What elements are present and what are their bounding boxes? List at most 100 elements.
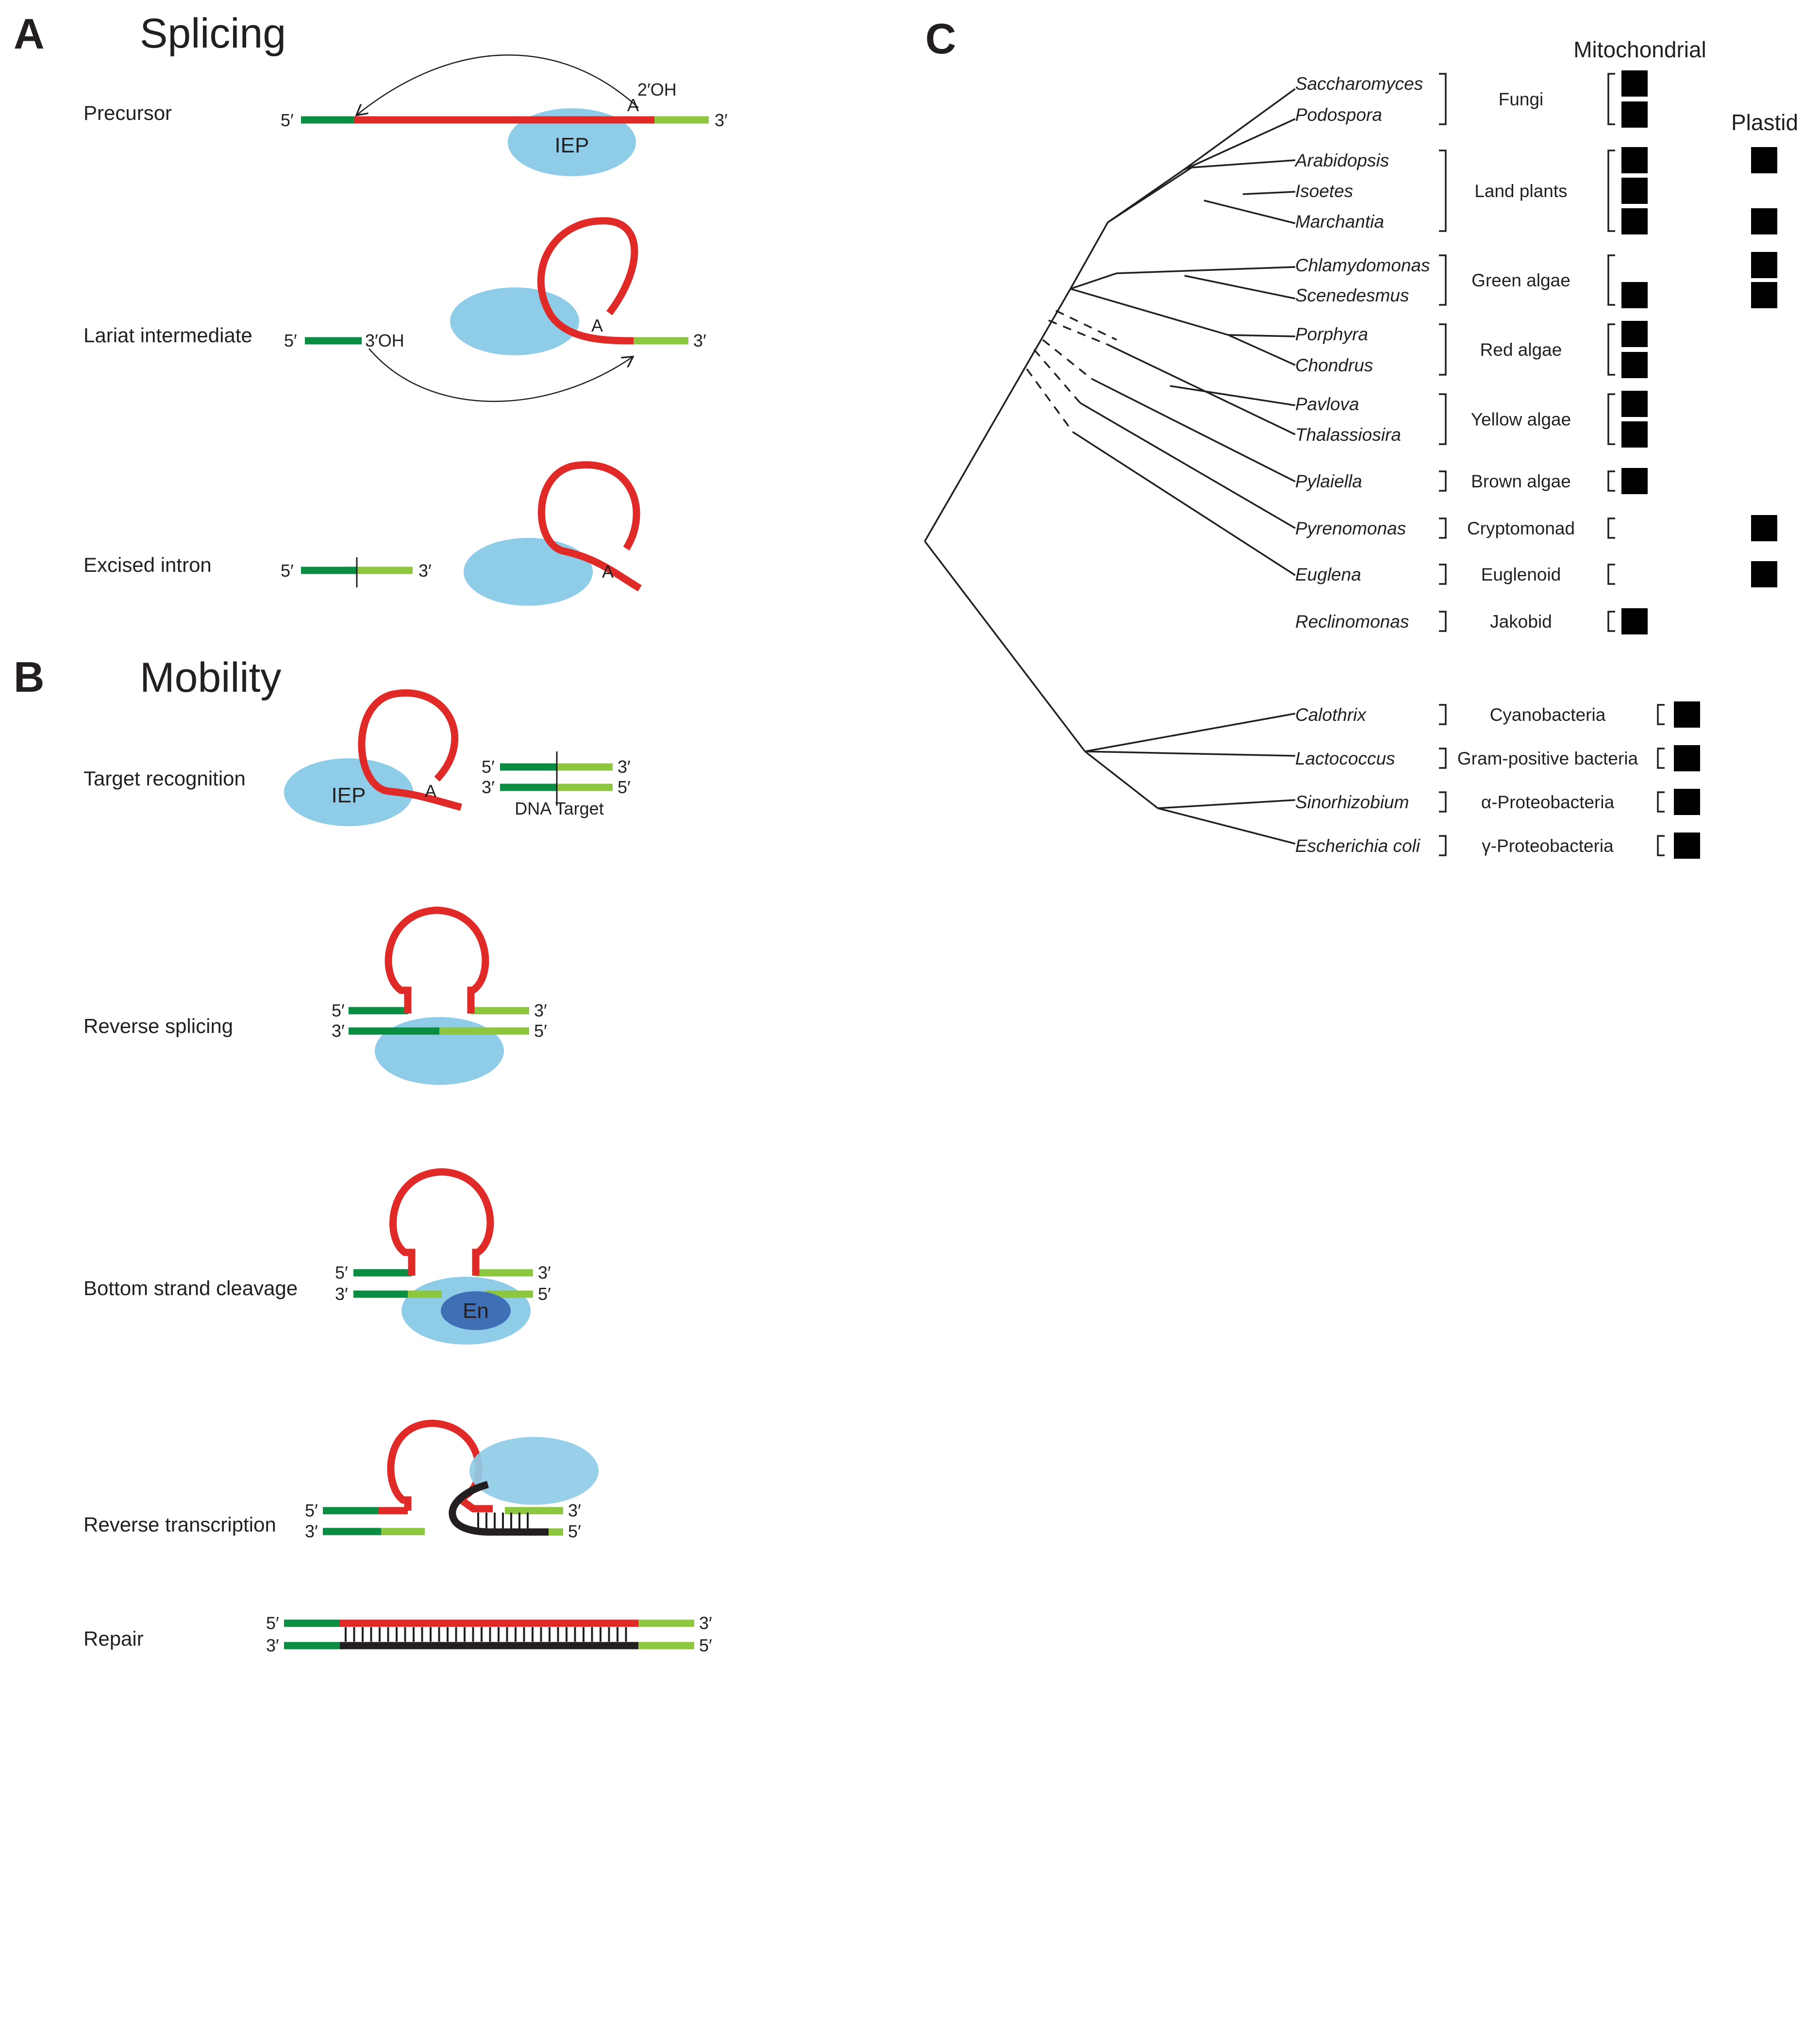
- lariat-adenosine: A: [591, 316, 603, 335]
- rs-top-left: 5′: [332, 1000, 345, 1020]
- repair-top-left: 5′: [266, 1613, 279, 1633]
- cl-intron: [389, 1168, 494, 1276]
- rs-bottom-right: 5′: [534, 1021, 547, 1041]
- group-bracket-right: [1607, 323, 1615, 376]
- cl-bottom-right: 5′: [538, 1284, 551, 1304]
- target-recognition-step: Target recognition IEP A 5′ 3′ 3′ 5′ DNA…: [83, 689, 631, 826]
- target-top-left: 5′: [482, 757, 495, 777]
- group-label: Land plants: [1474, 181, 1567, 201]
- cleavage-step: Bottom strand cleavage En 5′ 3′ 3′ 5′: [83, 1168, 551, 1345]
- precursor-label: Precursor: [83, 101, 172, 124]
- target-iep: [284, 758, 413, 826]
- group-label: Cryptomonad: [1467, 518, 1575, 538]
- mito-marker: [1621, 70, 1648, 97]
- bacteria-marker: [1674, 745, 1700, 771]
- phylogenetic-tree: [924, 88, 1296, 845]
- target-top-right: 3′: [618, 757, 631, 777]
- reverse-splicing-label: Reverse splicing: [83, 1015, 233, 1037]
- mito-marker: [1621, 468, 1648, 494]
- repair-bottom-right: 5′: [699, 1635, 712, 1655]
- group-label: Red algae: [1480, 340, 1562, 360]
- rt-step: Reverse transcription 5′ 3′ 3′ 5′: [83, 1419, 599, 1541]
- excised-lariat: [538, 461, 642, 592]
- group-label: Yellow algae: [1471, 410, 1571, 430]
- precursor-3prime: 3′: [715, 110, 728, 130]
- rt-iep: [469, 1437, 599, 1505]
- lariat-step: Lariat intermediate 5′ 3′OH A 3′: [83, 217, 706, 402]
- second-step-arrow: [368, 348, 632, 402]
- cdna-strand: [449, 1481, 549, 1536]
- group-bracket-right: [1607, 73, 1615, 125]
- lariat-5prime: 5′: [284, 331, 297, 350]
- group-labels: Fungi Land plants Green algae Red algae Yell…: [1439, 73, 1665, 856]
- rs-iep: [375, 1017, 504, 1085]
- group-bracket-right: [1607, 470, 1615, 492]
- species-labels: Saccharomyces Podospora Arabidopsis Isoetes…: [1294, 74, 1430, 856]
- mito-marker: [1621, 321, 1648, 347]
- mito-marker: [1621, 391, 1648, 417]
- nucleophilic-attack-arrow: [357, 54, 639, 115]
- panel-c: C Mitochondrial Plastid: [924, 15, 1798, 859]
- group-bracket-left: [1439, 564, 1447, 585]
- precursor-step: Precursor IEP 5′ 3′ A 2′OH: [83, 54, 728, 176]
- panel-a-title: Splicing: [140, 10, 286, 57]
- excised-5prime: 5′: [281, 561, 294, 581]
- mito-marker: [1621, 282, 1648, 308]
- rt-bottom-left: 3′: [305, 1521, 318, 1541]
- species-arabidopsis: Arabidopsis: [1294, 150, 1389, 170]
- group-bracket-right: [1657, 835, 1665, 856]
- repair-step: Repair 5′ 3′ 3′ 5′: [83, 1613, 712, 1655]
- mito-marker: [1621, 208, 1648, 234]
- excised-label: Excised intron: [83, 553, 212, 576]
- species-reclinomonas: Reclinomonas: [1295, 612, 1409, 632]
- species-pyrenomonas: Pyrenomonas: [1295, 518, 1406, 538]
- reverse-splicing-step: Reverse splicing 5′ 3′ 3′ 5′: [83, 906, 547, 1085]
- cleavage-label: Bottom strand cleavage: [83, 1277, 298, 1299]
- repair-top-right: 3′: [699, 1613, 712, 1633]
- panel-c-letter: C: [925, 15, 956, 63]
- cl-top-right: 3′: [538, 1263, 551, 1282]
- bacteria-marker: [1674, 833, 1700, 859]
- species-podospora: Podospora: [1295, 105, 1382, 125]
- repair-bottom-left: 3′: [266, 1635, 279, 1655]
- species-escherichia-coli: Escherichia coli: [1295, 836, 1421, 856]
- rt-base-pairs: [477, 1513, 529, 1529]
- species-porphyra: Porphyra: [1295, 324, 1368, 344]
- group-label: Jakobid: [1490, 612, 1552, 632]
- species-pylaiella: Pylaiella: [1295, 471, 1362, 491]
- group-label: Gram-positive bacteria: [1457, 749, 1638, 768]
- excised-adenosine: A: [602, 562, 614, 582]
- target-bottom-left: 3′: [482, 777, 495, 797]
- group-bracket-right: [1607, 611, 1615, 632]
- group-bracket-right: [1607, 517, 1615, 539]
- target-adenosine: A: [425, 781, 436, 801]
- group-label: Cyanobacteria: [1490, 705, 1606, 725]
- group-bracket-left: [1439, 323, 1447, 376]
- group-bracket-right: [1607, 150, 1615, 232]
- rt-label: Reverse transcription: [83, 1513, 276, 1536]
- group-bracket-left: [1439, 704, 1447, 725]
- mito-header: Mitochondrial: [1573, 37, 1706, 62]
- group-bracket-left: [1439, 150, 1447, 232]
- excised-3prime: 3′: [418, 561, 432, 581]
- group-label: Green algae: [1471, 270, 1570, 290]
- mito-marker: [1621, 352, 1648, 378]
- plastid-marker: [1751, 561, 1777, 587]
- lariat-label: Lariat intermediate: [83, 324, 252, 347]
- precursor-5prime: 5′: [281, 110, 294, 130]
- group-bracket-right: [1657, 791, 1665, 813]
- rs-bottom-left: 3′: [332, 1021, 345, 1041]
- three-oh-label: 3′OH: [365, 331, 404, 350]
- group-bracket-right: [1607, 254, 1615, 306]
- repair-base-pairs: [345, 1627, 627, 1642]
- lariat-3prime: 3′: [693, 331, 706, 350]
- target-iep-label: IEP: [332, 783, 366, 807]
- excised-step: Excised intron 5′ 3′ A: [83, 461, 642, 606]
- group-bracket-right: [1657, 748, 1665, 769]
- panel-a: A Splicing Precursor IEP 5′ 3′ A 2′OH La…: [14, 10, 728, 606]
- cl-top-left: 5′: [335, 1263, 348, 1282]
- bacteria-marker: [1674, 701, 1700, 728]
- mito-marker: [1621, 178, 1648, 204]
- excised-iep: [464, 538, 593, 606]
